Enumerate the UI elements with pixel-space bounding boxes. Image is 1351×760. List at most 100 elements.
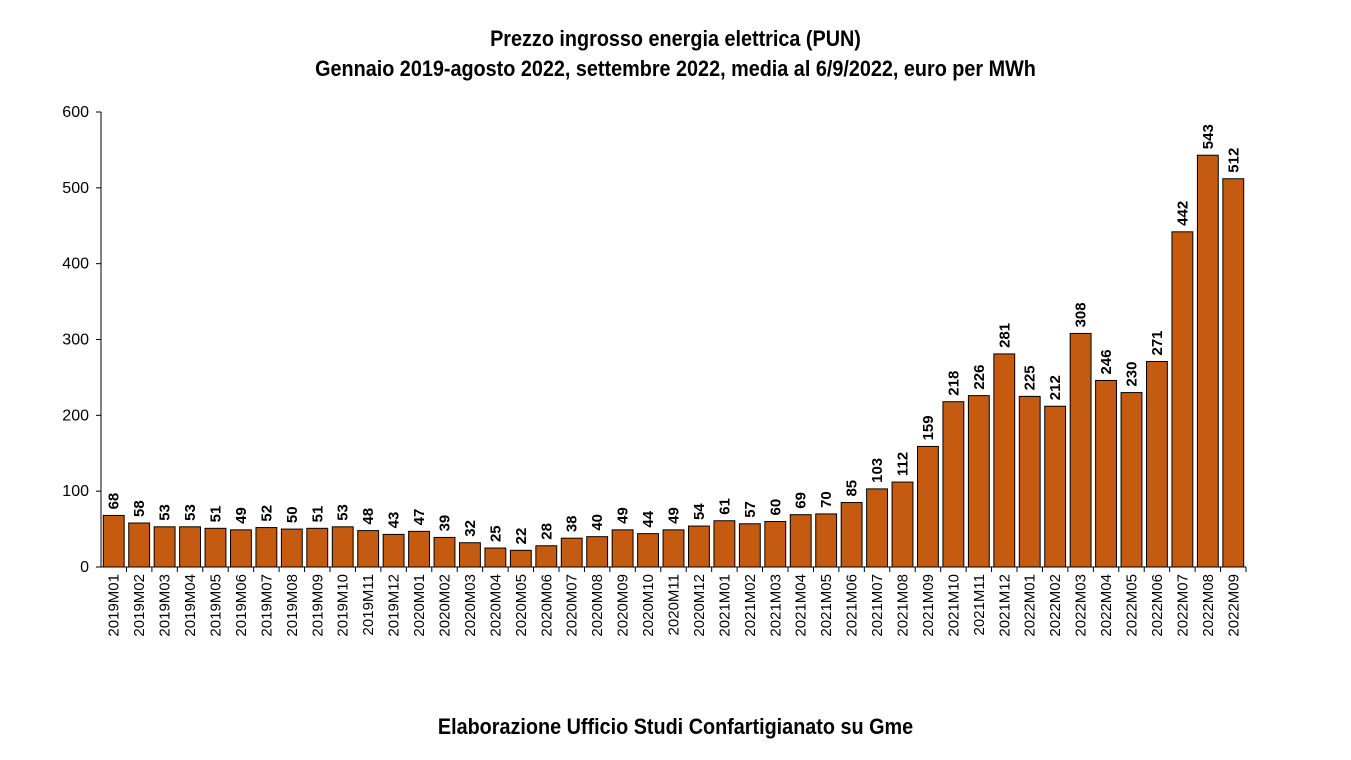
x-tick-label: 2020M11	[666, 574, 683, 635]
data-label: 40	[589, 514, 606, 531]
x-tick-label: 2022M01	[1022, 574, 1039, 637]
data-label: 308	[1073, 302, 1090, 327]
data-label: 53	[182, 504, 199, 521]
bar	[1196, 154, 1219, 568]
x-tick-label: 2022M04	[1098, 574, 1115, 637]
bar	[1146, 360, 1168, 568]
data-label: 226	[971, 365, 988, 390]
data-label: 44	[640, 510, 657, 527]
bar	[967, 395, 990, 568]
bar	[840, 502, 863, 568]
bar	[128, 522, 151, 568]
data-label: 51	[208, 506, 225, 523]
chart-title: Prezzo ingrosso energia elettrica (PUN)	[490, 26, 861, 51]
x-tick-label: 2021M09	[920, 574, 937, 637]
data-label: 218	[945, 371, 962, 396]
data-label: 53	[335, 504, 352, 521]
data-label: 543	[1200, 124, 1217, 149]
x-tick-label: 2019M04	[182, 574, 199, 637]
x-tick-label: 2020M05	[513, 574, 530, 637]
y-tick-label: 100	[62, 483, 89, 500]
x-tick-label: 2020M04	[487, 574, 504, 637]
bar	[1069, 332, 1092, 568]
x-tick-label: 2022M03	[1073, 574, 1090, 637]
x-tick-label: 2020M07	[564, 574, 581, 637]
data-label: 28	[538, 523, 555, 540]
bar	[331, 526, 354, 568]
x-tick-label: 2020M01	[411, 574, 428, 637]
y-tick-label: 400	[62, 256, 89, 273]
x-tick-label: 2021M11	[971, 574, 988, 635]
data-label: 69	[793, 492, 810, 509]
bar	[484, 547, 507, 568]
chart-subtitle: Gennaio 2019-agosto 2022, settembre 2022…	[315, 56, 1036, 81]
bar	[102, 514, 125, 568]
bar	[153, 526, 176, 568]
bar	[942, 401, 965, 568]
x-tick-label: 2021M06	[844, 574, 861, 637]
x-tick-label: 2021M03	[767, 574, 784, 637]
bar	[917, 445, 939, 568]
x-tick-label: 2021M12	[996, 574, 1013, 637]
x-tick-label: 2019M06	[233, 574, 250, 637]
x-tick-label: 2019M09	[309, 574, 326, 637]
chart-title-block: Prezzo ingrosso energia elettrica (PUN) …	[0, 24, 1351, 84]
x-tick-label: 2022M09	[1225, 574, 1242, 637]
data-label: 512	[1225, 148, 1242, 173]
data-label: 43	[386, 512, 403, 529]
x-tick-label: 2020M08	[589, 574, 606, 637]
data-label: 61	[716, 498, 733, 515]
data-label: 47	[411, 509, 428, 526]
source-note: Elaborazione Ufficio Studi Confartigiana…	[437, 714, 914, 739]
x-tick-label: 2020M02	[437, 574, 454, 637]
x-tick-label: 2021M05	[818, 574, 835, 637]
x-tick-label: 2022M07	[1174, 574, 1191, 637]
bar	[179, 526, 201, 568]
x-tick-label: 2019M03	[157, 574, 174, 637]
bar	[1171, 231, 1194, 568]
x-tick-label: 2022M02	[1047, 574, 1064, 637]
bar-chart: 0 100 200 300 400 500 600 68 2019M01 58 2019M02 53 2…	[62, 104, 1247, 637]
y-tick-label: 200	[62, 407, 89, 424]
data-label: 230	[1124, 362, 1141, 387]
y-tick-label: 300	[62, 332, 89, 349]
x-tick-label: 2020M06	[538, 574, 555, 637]
y-tick-label: 0	[80, 559, 89, 576]
x-tick-label: 2021M02	[742, 574, 759, 637]
bar	[382, 533, 405, 568]
y-tick-label: 600	[62, 104, 89, 121]
x-tick-label: 2021M07	[869, 574, 886, 637]
data-label: 112	[895, 452, 912, 476]
x-tick-label: 2019M12	[386, 574, 403, 637]
x-tick-label: 2022M06	[1149, 574, 1166, 637]
bar	[1095, 379, 1117, 568]
data-label: 159	[920, 415, 937, 440]
x-tick-label: 2019M08	[284, 574, 301, 637]
bar	[408, 530, 430, 568]
data-label: 50	[284, 506, 301, 523]
bar	[891, 481, 914, 568]
data-label: 70	[818, 491, 835, 508]
data-label: 48	[360, 508, 377, 525]
data-label: 51	[309, 506, 326, 523]
x-tick-label: 2020M12	[691, 574, 708, 637]
data-label: 103	[869, 458, 886, 483]
bar	[611, 529, 634, 568]
x-tick-label: 2019M07	[258, 574, 275, 637]
x-tick-label: 2021M04	[793, 574, 810, 637]
x-tick-label: 2020M10	[640, 574, 657, 637]
x-tick-label: 2019M05	[208, 574, 225, 637]
x-tick-label: 2019M10	[335, 574, 352, 637]
x-tick-label: 2019M01	[106, 574, 123, 637]
bar	[815, 513, 838, 568]
data-label: 212	[1047, 375, 1064, 400]
data-label: 49	[615, 507, 632, 524]
x-tick-label: 2020M09	[615, 574, 632, 637]
bar	[866, 488, 888, 568]
bar	[789, 514, 812, 568]
bar	[662, 529, 685, 568]
bar	[1222, 178, 1245, 568]
data-label: 281	[996, 323, 1013, 348]
data-label: 39	[437, 515, 454, 532]
data-label: 442	[1174, 201, 1191, 226]
